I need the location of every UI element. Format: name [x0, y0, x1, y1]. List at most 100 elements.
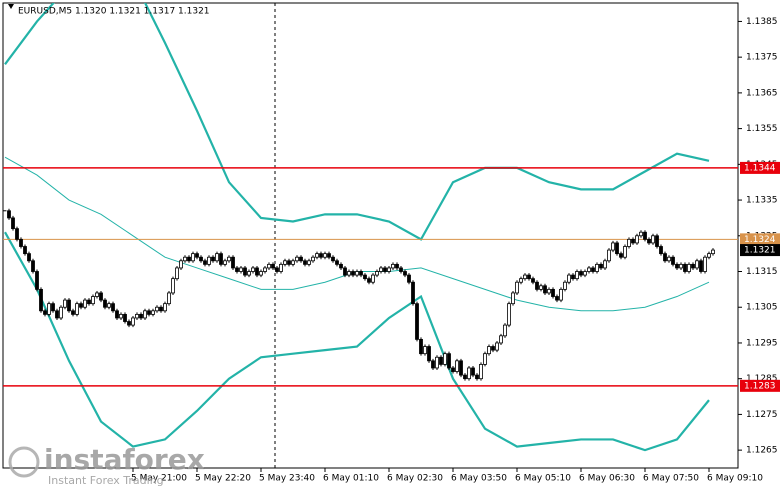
candle	[379, 267, 383, 272]
candle	[519, 278, 523, 283]
x-tick-label: 6 May 01:10	[323, 474, 379, 484]
logo-tagline: Instant Forex Trading	[48, 474, 164, 487]
candle	[403, 271, 407, 276]
candle	[291, 260, 295, 265]
y-tick-label: 1.1265	[746, 446, 778, 456]
candle	[215, 253, 219, 262]
candle	[583, 271, 587, 276]
candle	[43, 310, 47, 315]
candle	[423, 346, 427, 355]
candle	[167, 292, 171, 305]
candle	[411, 281, 415, 305]
candle	[203, 260, 207, 265]
candle	[231, 256, 235, 269]
candle	[255, 267, 259, 276]
candle	[471, 367, 475, 376]
y-tick-label: 1.1335	[746, 196, 778, 206]
candle	[151, 310, 155, 315]
candle	[407, 274, 411, 283]
logo-brand: instaforex	[44, 443, 205, 476]
candle	[655, 235, 659, 247]
candle	[267, 263, 271, 269]
candle	[399, 267, 403, 272]
price-tag-label: 1.1283	[744, 381, 776, 391]
candle	[159, 306, 163, 312]
candle	[587, 267, 591, 272]
candle	[479, 363, 483, 380]
candle	[51, 303, 55, 312]
candle	[539, 285, 543, 290]
candle	[199, 256, 203, 262]
candle	[507, 303, 511, 326]
candle	[299, 256, 303, 262]
candle	[703, 256, 707, 272]
candle	[575, 271, 579, 280]
candle	[347, 271, 351, 276]
candle	[499, 335, 503, 344]
candle	[707, 253, 711, 258]
price-tag-label: 1.1324	[744, 235, 776, 245]
candle	[531, 278, 535, 283]
candle	[247, 271, 251, 276]
candle	[447, 353, 451, 369]
candle	[591, 267, 595, 272]
candle	[343, 267, 347, 276]
candle	[67, 299, 71, 312]
candle	[631, 238, 635, 244]
candle	[95, 292, 99, 297]
candle	[63, 299, 67, 308]
candle	[319, 253, 323, 258]
candle	[79, 303, 83, 308]
candle	[107, 303, 111, 308]
candle	[595, 263, 599, 272]
candle	[135, 313, 139, 319]
candle	[315, 253, 319, 258]
candle	[687, 263, 691, 272]
candle	[475, 374, 479, 380]
candle	[239, 267, 243, 272]
candle	[339, 263, 343, 269]
candle	[103, 299, 107, 308]
band-lower	[4, 231, 710, 452]
candle	[59, 306, 63, 319]
y-tick-label: 1.1355	[746, 124, 778, 134]
candle	[643, 231, 647, 240]
candle	[179, 260, 183, 269]
candle	[119, 313, 123, 319]
x-tick-label: 5 May 23:40	[259, 474, 315, 484]
y-tick-label: 1.1285	[746, 374, 778, 384]
candle	[547, 288, 551, 294]
candle	[175, 267, 179, 280]
plot-frame	[2, 2, 739, 469]
candle	[671, 256, 675, 265]
candle	[527, 274, 531, 280]
candle	[163, 303, 167, 312]
candle	[367, 278, 371, 283]
candle	[679, 263, 683, 269]
candle	[219, 253, 223, 265]
candle	[131, 317, 135, 326]
candle	[427, 346, 431, 362]
candle	[431, 360, 435, 369]
price-tag-label: 1.1344	[744, 163, 776, 173]
candle	[71, 310, 75, 315]
candle	[191, 253, 195, 262]
candle	[543, 285, 547, 294]
band-upper	[4, 3, 710, 241]
candle	[223, 260, 227, 265]
candle	[303, 260, 307, 265]
candle	[15, 228, 19, 240]
candle	[7, 210, 11, 219]
y-tick-label: 1.1315	[746, 267, 778, 277]
candle	[467, 367, 471, 380]
candle	[375, 271, 379, 276]
candle	[323, 253, 327, 258]
candle	[691, 263, 695, 269]
candle	[195, 253, 199, 258]
candle	[259, 271, 263, 276]
candle	[667, 256, 671, 262]
candle	[515, 281, 519, 294]
candle	[443, 353, 447, 365]
candle	[91, 296, 95, 305]
candle	[55, 310, 59, 319]
